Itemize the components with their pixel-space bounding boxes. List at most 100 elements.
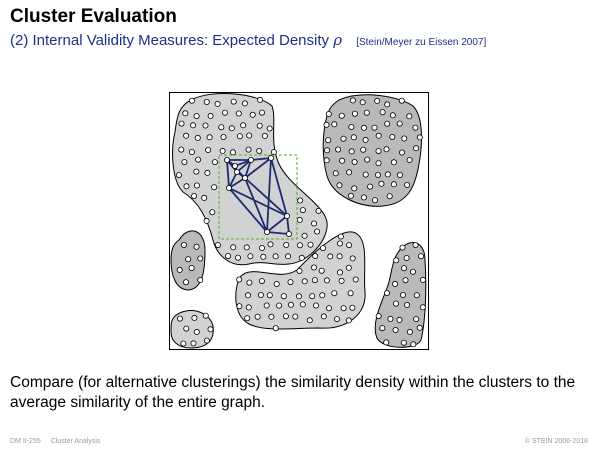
data-point [345,317,352,324]
data-point [336,240,343,247]
data-point [406,113,413,120]
data-point [307,241,314,248]
data-point [383,146,390,153]
data-point [254,313,261,320]
data-point [178,120,185,127]
data-point [348,148,355,155]
data-point [236,303,243,310]
data-point [204,169,211,176]
data-point [230,244,237,251]
data-point [203,337,210,344]
graph-node [234,169,241,176]
data-point [266,292,273,299]
data-point [336,182,343,189]
data-point [335,146,342,153]
data-point [191,193,198,200]
data-point [400,339,407,346]
data-point [419,304,426,311]
graph-edge [228,187,288,217]
data-point [352,276,359,283]
data-point [325,110,332,117]
data-point [401,135,408,142]
data-point [315,207,322,214]
data-point [338,277,345,284]
data-point [364,156,371,163]
data-point [337,233,344,240]
footer-page: DM II-255 [10,438,41,445]
data-point [419,276,426,283]
data-point [236,276,243,283]
graph-nodes [224,155,293,237]
data-point [235,110,242,117]
data-point [362,171,369,178]
graph-edge [226,159,230,189]
data-point [359,99,366,106]
data-point [296,216,303,223]
data-point [259,244,266,251]
rho-symbol: ρ [333,31,343,49]
data-point [188,149,195,156]
data-point [183,325,190,332]
data-point [282,313,289,320]
graph-edge [266,215,288,233]
graph-node [242,175,249,182]
data-point [175,172,182,179]
data-point [360,146,367,153]
data-point [193,168,200,175]
data-point [299,301,306,308]
data-point [349,255,356,262]
data-point [181,159,188,166]
data-point [309,293,316,300]
slide-body-text: Compare (for alternative clusterings) th… [10,374,576,411]
data-point [193,182,200,189]
data-point [406,157,413,164]
data-point [413,292,420,299]
data-point [375,132,382,139]
data-point [383,289,390,296]
data-point [323,277,330,284]
slide-subtitle: (2) Internal Validity Measures: Expected… [10,31,486,49]
graph-node [232,163,239,170]
data-point [194,134,201,141]
data-point [363,109,370,116]
data-point [413,145,420,152]
graph-edge [244,159,252,179]
data-point [398,149,405,156]
data-point [384,101,391,108]
data-point [245,304,252,311]
data-point [276,302,283,309]
data-point [244,315,251,322]
cluster-graph-illustration [169,92,429,350]
data-point [367,183,374,190]
data-point [230,98,237,105]
data-point [256,148,263,155]
data-point [202,312,209,319]
data-point [176,315,183,322]
data-point [379,109,386,116]
data-point [396,172,403,179]
data-point [203,99,210,105]
data-point [386,193,393,200]
data-point [211,184,218,191]
selection-box [218,154,298,240]
data-point [206,134,213,141]
graph-edge [244,157,272,179]
data-point [280,293,287,300]
data-point [409,268,416,275]
data-point [384,171,391,178]
data-point [209,209,216,216]
data-point [180,241,187,248]
data-points [175,96,426,348]
data-point [235,254,242,261]
data-point [270,149,277,156]
data-point [222,109,229,116]
data-point [312,252,319,259]
footer-left: DM II-255 Cluster Analysis [10,438,100,445]
data-point [392,326,399,333]
data-point [283,241,290,248]
data-point [236,133,243,140]
data-point [375,148,382,155]
data-point [389,112,396,119]
cluster-figure [169,92,429,350]
data-point [325,305,332,312]
